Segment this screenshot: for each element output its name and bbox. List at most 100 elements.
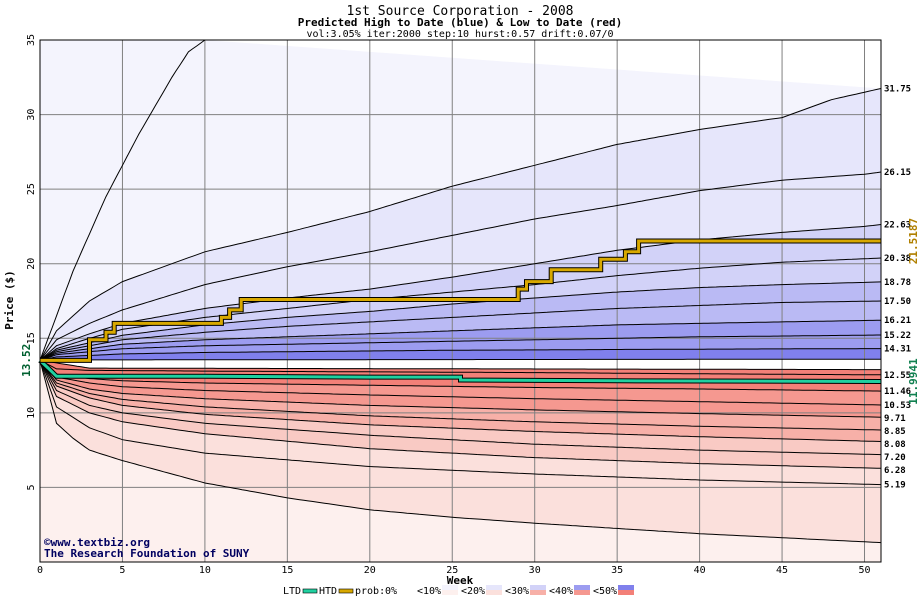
lower-band-fill	[40, 360, 881, 405]
lower-band-fill	[40, 360, 881, 455]
lower-band-fill	[40, 360, 881, 442]
band-value-label: 12.55	[884, 371, 911, 381]
upper-band-fill	[40, 320, 881, 361]
htd-series-line	[40, 239, 881, 362]
y-tick-labels: 5 10 15 20 25 30 35	[26, 34, 37, 490]
lower-base-line	[39, 359, 881, 371]
legend-prob-item-label: 0%	[385, 586, 397, 597]
legend-line-label: HTD	[319, 586, 337, 597]
legend-prob-item-label: <40%	[549, 586, 573, 597]
chart-params: vol:3.05% iter:2000 step:10 hurst:0.57 d…	[306, 29, 613, 40]
upper-band-line	[39, 300, 882, 361]
legend-prob-swatch-upper	[442, 585, 458, 590]
upper-band-fill	[40, 335, 881, 361]
upper-band-fill	[40, 40, 881, 361]
upper-band-fill	[40, 348, 881, 361]
x-tick-label: 10	[199, 565, 211, 576]
band-value-label: 22.63	[884, 220, 911, 230]
legend-prob-swatch-lower	[574, 590, 590, 595]
lower-band-fill	[40, 360, 881, 469]
x-tick-labels: 0 5 10 15 20 25 30 35 40 45 50	[37, 565, 871, 576]
chart-subtitle: Predicted High to Date (blue) & Low to D…	[298, 16, 623, 29]
legend-line-swatch	[338, 588, 354, 594]
x-tick-label: 20	[364, 565, 376, 576]
upper-band-line	[39, 171, 882, 361]
upper-band-fill	[40, 258, 881, 361]
lower-band-line	[39, 360, 882, 431]
upper-band-line	[39, 88, 882, 361]
band-value-labels: 31.75 26.15 22.63 20.38 18.78 17.50 16.21 15.22…	[884, 84, 911, 490]
lower-band-line	[39, 360, 882, 544]
lower-band-fill	[40, 360, 881, 562]
lower-band-line	[39, 360, 882, 392]
band-value-label: 10.53	[884, 401, 911, 411]
lower-band-line	[39, 360, 882, 486]
band-value-label: 8.08	[884, 440, 906, 450]
upper-band-line	[39, 224, 882, 361]
legend-prob-item-label: <20%	[461, 586, 485, 597]
x-tick-label: 25	[446, 565, 458, 576]
band-value-label: 11.46	[884, 387, 911, 397]
lower-band-line	[39, 360, 882, 418]
plot-area	[38, 39, 882, 563]
band-value-label: 16.21	[884, 316, 911, 326]
lower-band-fill	[40, 360, 881, 418]
legend-prob-swatch-lower	[530, 590, 546, 595]
upper-band-line	[39, 319, 882, 361]
htd-end-value: 21.5187	[907, 218, 920, 264]
legend-prob-swatch-lower	[618, 590, 634, 595]
band-value-label: 17.50	[884, 297, 911, 307]
band-value-label: 14.31	[884, 345, 911, 355]
x-tick-label: 50	[858, 565, 870, 576]
band-value-label: 5.19	[884, 481, 906, 491]
x-tick-label: 5	[119, 565, 125, 576]
x-tick-label: 30	[529, 565, 541, 576]
upper-band-fill	[40, 301, 881, 361]
legend-prob-swatch-upper	[618, 585, 634, 590]
legend-prob-item-label: <50%	[593, 586, 617, 597]
y-tick-label: 20	[26, 258, 37, 270]
legend-line-swatch	[302, 588, 318, 594]
ltd-end-value: 11.9941	[907, 358, 920, 405]
y-tick-label: 35	[26, 34, 37, 46]
band-value-label: 7.20	[884, 453, 906, 463]
ltd-series-line	[38, 359, 882, 383]
legend-prob-item-label: <30%	[505, 586, 529, 597]
watermark-org: The Research Foundation of SUNY	[44, 547, 250, 560]
upper-band-line	[39, 348, 881, 361]
upper-band-fill	[40, 281, 881, 361]
lower-band-line	[39, 360, 882, 469]
legend-prob-swatch-lower	[486, 590, 502, 595]
upper-band-fill	[40, 40, 881, 361]
series-lines	[38, 238, 882, 384]
legend-line-label: LTD	[283, 586, 301, 597]
legend-prob-swatch-upper	[398, 585, 414, 590]
legend-prob-item-label: <10%	[417, 586, 441, 597]
chart-title: 1st Source Corporation - 2008	[347, 4, 574, 19]
x-axis-label: Week	[447, 574, 474, 587]
upper-base-line	[39, 358, 881, 361]
band-value-label: 18.78	[884, 278, 911, 288]
upper-band-fill	[40, 172, 881, 361]
band-value-label: 20.38	[884, 254, 911, 264]
y-tick-label: 25	[26, 183, 37, 195]
lower-band-fill	[40, 360, 881, 430]
legend-prob-swatch-upper	[486, 585, 502, 590]
start-price-label: 13.52	[20, 344, 33, 377]
legend-prob-swatch-lower	[442, 590, 458, 595]
upper-band-line	[39, 281, 882, 361]
y-tick-label: 10	[26, 407, 37, 419]
y-tick-label: 5	[26, 484, 37, 490]
x-tick-label: 35	[611, 565, 623, 576]
lower-band-line	[39, 360, 882, 442]
legend-prob-swatch-upper	[530, 585, 546, 590]
lower-band-line	[39, 360, 882, 406]
band-value-label: 26.15	[884, 168, 911, 178]
x-tick-label: 40	[694, 565, 706, 576]
legend: LTD HTD prob: 0% <10% <20% <30% <40% <50%	[283, 585, 634, 597]
y-tick-label: 15	[26, 332, 37, 344]
upper-band-line	[39, 334, 881, 361]
band-value-label: 6.28	[884, 466, 906, 476]
y-axis-label: Price ($)	[3, 270, 16, 330]
